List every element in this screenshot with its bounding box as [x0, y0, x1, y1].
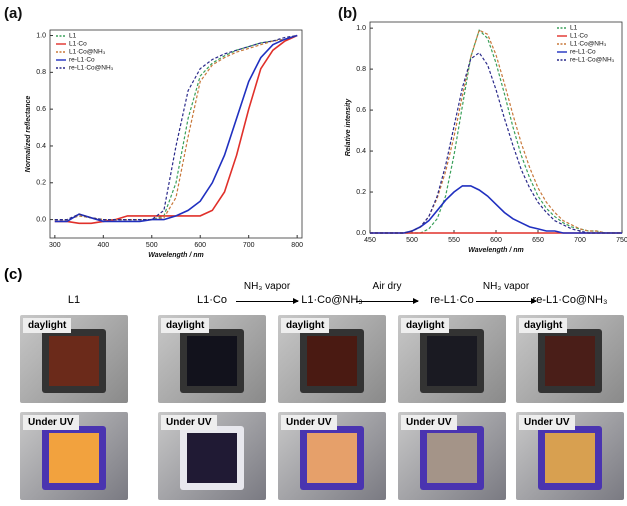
x-tick-label: 750	[616, 237, 627, 244]
photo: daylight	[398, 315, 506, 403]
sample	[427, 336, 477, 386]
photo: daylight	[20, 315, 128, 403]
legend-label: L1·Co	[570, 33, 588, 40]
photo: daylight	[278, 315, 386, 403]
arrow-head	[531, 298, 537, 304]
sample	[187, 433, 237, 483]
x-tick-label: 300	[49, 242, 61, 249]
y-tick-label: 1.0	[356, 25, 366, 32]
y-tick-label: 0.2	[356, 189, 366, 196]
y-tick-label: 0.4	[36, 143, 46, 150]
condition-tag: Under UV	[161, 415, 217, 430]
y-axis-label: Normalized reflectance	[25, 96, 32, 173]
sample	[187, 336, 237, 386]
x-axis-label: Wavelength / nm	[148, 252, 204, 259]
arrow	[476, 301, 536, 302]
photo: Under UV	[398, 412, 506, 500]
step-label: Air dry	[372, 281, 402, 292]
series-line	[370, 51, 622, 234]
legend-label: re-L1·Co@NH₃	[570, 57, 615, 64]
panel-label: (a)	[4, 5, 22, 22]
x-tick-label: 600	[490, 237, 502, 244]
x-tick-label: 550	[448, 237, 460, 244]
y-tick-label: 0.2	[36, 180, 46, 187]
condition-tag: Under UV	[519, 415, 575, 430]
plot-frame	[49, 29, 303, 239]
y-axis-label: Relative intensity	[345, 98, 352, 157]
arrow-head	[413, 298, 419, 304]
legend-label: re-L1·Co	[570, 49, 596, 56]
y-tick-label: 0.6	[36, 106, 46, 113]
sample	[307, 336, 357, 386]
legend-label: re-L1·Co	[69, 57, 95, 64]
x-tick-label: 500	[406, 237, 418, 244]
y-tick-label: 0.4	[356, 148, 366, 155]
x-tick-label: 700	[574, 237, 586, 244]
condition-tag: daylight	[401, 318, 450, 333]
legend-label: L1	[69, 33, 77, 40]
condition-tag: Under UV	[281, 415, 337, 430]
y-tick-label: 0.0	[356, 230, 366, 237]
column-title: re-L1·Co@NH₃	[532, 294, 608, 306]
step-label: NH₃ vapor	[243, 281, 291, 292]
y-tick-label: 1.0	[36, 32, 46, 39]
photo: daylight	[158, 315, 266, 403]
condition-tag: daylight	[23, 318, 72, 333]
photo: Under UV	[20, 412, 128, 500]
y-tick-label: 0.8	[356, 66, 366, 73]
photo: daylight	[516, 315, 624, 403]
legend-label: L1·Co@NH₃	[570, 41, 607, 48]
panel-label: (b)	[338, 5, 357, 22]
x-tick-label: 400	[97, 242, 109, 249]
x-tick-label: 450	[364, 237, 376, 244]
x-tick-label: 800	[291, 242, 303, 249]
arrow	[236, 301, 298, 302]
column-title: L1·Co@NH₃	[301, 294, 363, 306]
sample	[49, 336, 99, 386]
photo: Under UV	[516, 412, 624, 500]
sample	[427, 433, 477, 483]
charts: (a) 300 400 500 600 700 800 0.0 0.2 0.4 0.6 0.8 1.0 W…	[4, 5, 627, 259]
x-tick-label: 500	[146, 242, 158, 249]
column-title: L1	[67, 294, 81, 306]
condition-tag: Under UV	[401, 415, 457, 430]
series-line	[370, 185, 622, 234]
y-tick-label: 0.6	[356, 107, 366, 114]
step-label: NH₃ vapor	[482, 281, 530, 292]
column-title: L1·Co	[197, 294, 227, 306]
sample	[49, 433, 99, 483]
arrow-head	[293, 298, 299, 304]
legend-label: L1·Co	[69, 41, 87, 48]
y-tick-label: 0.8	[36, 69, 46, 76]
sample	[545, 336, 595, 386]
sample	[307, 433, 357, 483]
sample	[545, 433, 595, 483]
photo: Under UV	[278, 412, 386, 500]
legend-label: re-L1·Co@NH₃	[69, 65, 114, 72]
y-tick-label: 0.0	[36, 216, 46, 223]
legend-label: L1	[570, 25, 578, 32]
x-tick-label: 600	[194, 242, 206, 249]
x-tick-label: 700	[243, 242, 255, 249]
condition-tag: daylight	[519, 318, 568, 333]
panel-label: (c)	[4, 266, 23, 283]
arrow	[356, 301, 418, 302]
condition-tag: daylight	[281, 318, 330, 333]
photo: Under UV	[158, 412, 266, 500]
legend-label: L1·Co@NH₃	[69, 49, 106, 56]
series-line	[54, 34, 298, 221]
condition-tag: daylight	[161, 318, 210, 333]
x-axis-label: Wavelength / nm	[468, 247, 524, 254]
column-title: re-L1·Co	[430, 294, 474, 306]
x-tick-label: 650	[532, 237, 544, 244]
condition-tag: Under UV	[23, 415, 79, 430]
